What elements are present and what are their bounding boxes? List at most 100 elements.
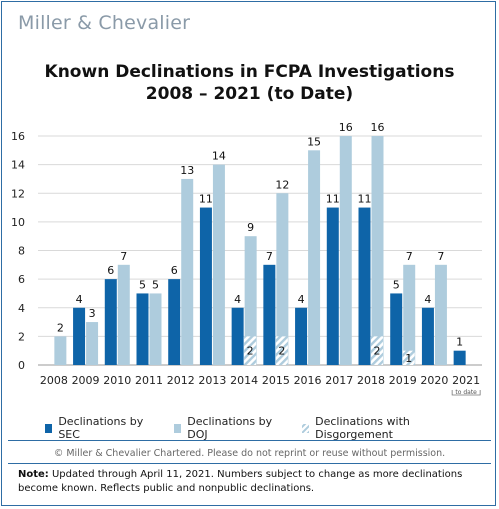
- bar-sec-2018: [358, 207, 371, 365]
- bar-doj-2010: [117, 264, 130, 365]
- data-label-doj-2019: 7: [406, 250, 413, 263]
- legend-swatch-doj: [173, 423, 182, 433]
- y-tick-label: 10: [11, 216, 25, 229]
- x-tick-label: 2017: [325, 374, 353, 387]
- bar-doj-2019: [403, 264, 416, 365]
- data-label-sec-2015: 7: [266, 250, 273, 263]
- y-tick-label: 14: [11, 159, 25, 172]
- y-tick-label: 0: [18, 359, 25, 372]
- y-tick-label: 16: [11, 130, 25, 143]
- x-tick-label: 2011: [135, 374, 163, 387]
- y-tick-label: 4: [18, 302, 25, 315]
- legend-label-doj: Declinations by DOJ: [187, 415, 273, 441]
- data-label-sec-2011: 5: [139, 278, 146, 291]
- x-tick-label: 2021: [452, 374, 480, 387]
- bar-doj-2009: [86, 322, 99, 365]
- data-label-sec-2009: 4: [76, 293, 83, 306]
- data-label-disgorgement-2018: 2: [374, 345, 381, 358]
- bar-doj-2017: [339, 136, 352, 365]
- copyright-text: © Miller & Chevalier Chartered. Please d…: [53, 448, 446, 459]
- data-label-doj-2013: 14: [212, 150, 226, 163]
- data-label-sec-2016: 4: [298, 293, 305, 306]
- data-label-doj-2017: 16: [339, 121, 353, 134]
- chart-title-line-1: Known Declinations in FCPA Investigation…: [44, 62, 455, 82]
- x-tick-label: 2012: [167, 374, 195, 387]
- bar-sec-2014: [231, 307, 244, 365]
- bar-doj-2013: [212, 164, 225, 365]
- divider-top: [8, 440, 491, 441]
- chart-title-line-2: 2008 – 2021 (to Date): [145, 84, 354, 104]
- bar-disgorgement-2018: [371, 336, 383, 365]
- bar-doj-2016: [308, 150, 321, 365]
- bar-doj-2020: [434, 264, 447, 365]
- bar-sec-2010: [104, 279, 117, 365]
- x-tick-label: 2016: [294, 374, 322, 387]
- legend-item-doj: Declinations by DOJ: [173, 415, 276, 441]
- legend-swatch-sec: [45, 423, 53, 433]
- y-tick-label: 6: [18, 273, 25, 286]
- x-tick-label: 2013: [198, 374, 226, 387]
- y-tick-label: 2: [18, 330, 25, 343]
- data-label-sec-2013: 11: [199, 193, 213, 206]
- data-label-doj-2018: 16: [371, 121, 385, 134]
- x-tick-label: 2018: [357, 374, 385, 387]
- x-tick-label: 2008: [40, 374, 68, 387]
- footnote-text: Updated through April 11, 2021. Numbers …: [18, 469, 463, 494]
- data-label-disgorgement-2014: 2: [247, 345, 254, 358]
- data-label-disgorgement-2019: 1: [405, 352, 412, 365]
- data-label-disgorgement-2015: 2: [278, 345, 285, 358]
- bar-sec-2009: [73, 307, 86, 365]
- bar-doj-2012: [181, 178, 194, 365]
- data-label-doj-2008: 2: [57, 321, 64, 334]
- brand-logo: Miller & Chevalier: [18, 12, 191, 34]
- y-tick-label: 12: [11, 187, 25, 200]
- data-label-doj-2011: 5: [152, 278, 159, 291]
- data-label-sec-2018: 11: [358, 193, 372, 206]
- bar-disgorgement-2014: [244, 336, 257, 365]
- bar-sec-2013: [199, 207, 212, 365]
- bar-sec-2012: [168, 279, 181, 365]
- bar-doj-2011: [149, 293, 162, 365]
- bar-sec-2011: [136, 293, 149, 365]
- data-label-doj-2020: 7: [437, 250, 444, 263]
- category-note-text: to date: [455, 389, 477, 396]
- divider-bottom: [8, 463, 491, 464]
- legend-swatch-disgorgement: [301, 423, 310, 433]
- x-tick-label: 2015: [262, 374, 290, 387]
- data-label-sec-2014: 4: [234, 293, 241, 306]
- data-label-doj-2015: 12: [275, 178, 289, 191]
- data-label-doj-2014: 9: [247, 221, 254, 234]
- bar-sec-2016: [295, 307, 308, 365]
- y-tick-label: 8: [18, 245, 25, 258]
- bar-doj-2015: [276, 193, 289, 365]
- bar-sec-2019: [390, 293, 403, 365]
- legend-label-disgorgement: Declinations with Disgorgement: [315, 415, 410, 441]
- data-label-doj-2016: 15: [307, 135, 321, 148]
- bar-sec-2015: [263, 264, 276, 365]
- data-label-sec-2017: 11: [326, 193, 340, 206]
- data-label-doj-2010: 7: [120, 250, 127, 263]
- data-label-sec-2012: 6: [171, 264, 178, 277]
- bar-disgorgement-2019: [402, 350, 415, 365]
- bar-sec-2021: [453, 350, 466, 365]
- legend-item-disgorgement: Declinations with Disgorgement: [301, 415, 459, 441]
- bar-sec-2020: [421, 307, 434, 365]
- data-label-sec-2010: 6: [107, 264, 114, 277]
- x-tick-label: 2019: [389, 374, 417, 387]
- data-label-sec-2019: 5: [393, 278, 400, 291]
- legend-label-sec: Declinations by SEC: [58, 415, 144, 441]
- x-tick-label: 2009: [72, 374, 100, 387]
- footnote-label: Note:: [18, 469, 49, 480]
- legend-item-sec: Declinations by SEC: [45, 415, 148, 441]
- bar-doj-2014: [244, 236, 257, 365]
- data-label-sec-2021: 1: [456, 336, 463, 349]
- chart-legend: Declinations by SEC Declinations by DOJ …: [45, 415, 485, 441]
- bar-disgorgement-2015: [275, 336, 288, 365]
- x-tick-label: 2010: [103, 374, 131, 387]
- data-label-sec-2020: 4: [424, 293, 431, 306]
- x-tick-label: 2014: [230, 374, 258, 387]
- x-tick-label: 2020: [420, 374, 448, 387]
- data-label-doj-2009: 3: [89, 307, 96, 320]
